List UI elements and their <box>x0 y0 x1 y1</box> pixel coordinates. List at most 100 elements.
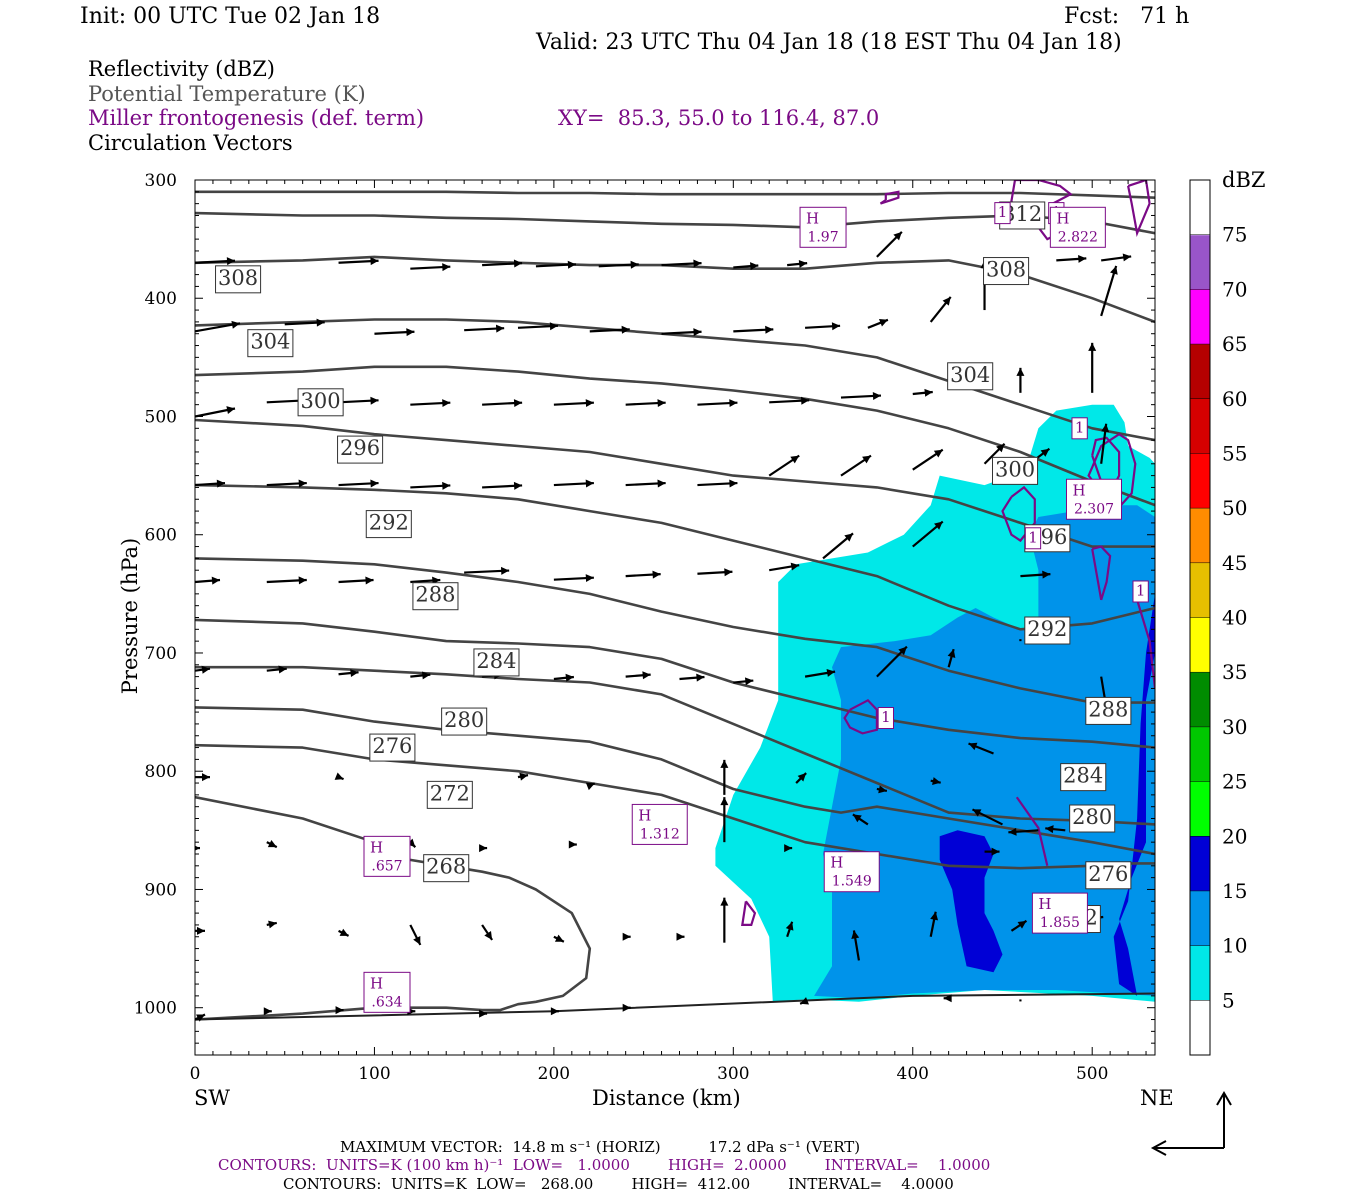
circulation-vector <box>697 568 733 577</box>
circulation-vector <box>1100 423 1110 464</box>
vector-head <box>933 449 943 458</box>
colorbar-label: 20 <box>1222 824 1247 848</box>
circulation-vector <box>195 773 210 782</box>
theta-label-box <box>423 854 470 883</box>
circulation-vector <box>720 797 729 843</box>
circulation-vector <box>195 926 205 935</box>
circulation-vector <box>697 399 738 408</box>
theta-label-text: 284 <box>476 649 516 673</box>
xy-endpoints: XY= 85.3, 55.0 to 116.4, 87.0 <box>558 106 880 130</box>
circulation-vector <box>804 668 836 678</box>
fronto-label-text: 1 <box>998 203 1008 221</box>
fronto-high-symbol: H <box>370 974 383 992</box>
theta-label-text: 304 <box>250 330 290 354</box>
theta-label-text: 280 <box>444 708 484 732</box>
vector-head <box>622 1003 631 1012</box>
colorbar-swatch <box>1190 508 1210 563</box>
theta-label: 292 <box>1024 616 1071 645</box>
circulation-vector <box>553 574 594 583</box>
y-tick-label: 800 <box>145 762 177 782</box>
theta-contour-268 <box>195 795 592 1021</box>
colorbar-swatch <box>1190 289 1210 345</box>
circulation-vector <box>266 479 307 488</box>
fronto-label-box <box>994 202 1011 225</box>
fronto-high-symbol: H <box>370 838 383 856</box>
circulation-vector <box>1101 253 1132 262</box>
circulation-vector <box>785 921 794 938</box>
vector-head <box>943 994 952 1003</box>
circulation-vector <box>768 454 800 477</box>
circulation-vector <box>852 813 869 826</box>
vector-head <box>693 259 702 268</box>
vector-head <box>996 443 1005 453</box>
fronto-contour <box>741 900 757 926</box>
circulation-vector <box>195 845 200 851</box>
theta-contour-284 <box>195 618 1155 749</box>
theta-label-text: 292 <box>369 511 409 535</box>
circulation-vector <box>984 847 1000 856</box>
vector-head <box>585 782 595 791</box>
colorbar-swatch <box>1190 726 1210 782</box>
colorbar-swatch <box>1190 781 1210 837</box>
circulation-vector <box>338 396 379 405</box>
theta-label-box <box>369 733 416 762</box>
colorbar-label: 15 <box>1222 879 1247 903</box>
circulation-vector <box>1010 919 1028 932</box>
vector-head <box>720 897 729 906</box>
circulation-vector <box>585 782 596 791</box>
circulation-vector <box>912 520 944 548</box>
circulation-vector <box>195 257 236 266</box>
vector-head <box>316 318 325 327</box>
colorbar-swatch <box>1190 945 1210 1001</box>
theta-label: 284 <box>1060 763 1107 792</box>
circulation-vector <box>625 570 661 579</box>
circulation-vector <box>464 566 510 575</box>
theta-label-box <box>473 648 520 677</box>
vector-head <box>844 533 854 542</box>
vector-head <box>790 562 800 571</box>
fronto-label: 1 <box>1132 580 1149 603</box>
circulation-vector <box>876 645 908 678</box>
theta-label-box <box>215 265 262 294</box>
circulation-vector <box>410 399 451 408</box>
circulation-vector <box>840 391 882 400</box>
fronto-high-value: 1.312 <box>640 826 680 842</box>
vector-head <box>724 568 733 577</box>
fronto-high-value: 1.549 <box>832 874 872 890</box>
circulation-vector <box>943 994 952 1003</box>
circulation-vector <box>195 665 211 674</box>
vector-head <box>872 391 881 400</box>
vector-head <box>278 665 287 674</box>
colorbar-swatch <box>1190 890 1210 946</box>
init-time: Init: 00 UTC Tue 02 Jan 18 <box>80 4 381 29</box>
vector-head <box>932 777 941 786</box>
y-axis-title: Pressure (hPa) <box>118 537 142 695</box>
vector-head <box>585 479 594 488</box>
circulation-vector <box>482 399 523 408</box>
theta-contour-304 <box>195 318 1155 442</box>
circulation-vector <box>409 924 422 946</box>
fronto-contour <box>1136 599 1155 689</box>
fronto-label: 1 <box>877 707 894 730</box>
vector-shaft <box>1100 265 1118 317</box>
fronto-contour <box>879 190 900 205</box>
vector-head <box>350 669 359 678</box>
circulation-vector <box>622 1003 631 1012</box>
theta-label-text: 288 <box>1088 697 1128 721</box>
theta-contour-280 <box>195 665 1155 826</box>
theta-label-text: 272 <box>430 781 470 805</box>
circulation-vector <box>769 562 800 572</box>
fronto-contour <box>843 698 878 735</box>
colorbar-swatch <box>1190 617 1210 673</box>
vector-head <box>1101 423 1110 433</box>
colorbar-swatch <box>1190 344 1210 399</box>
vector-head <box>942 296 951 306</box>
fronto-label: 1 <box>1024 527 1042 550</box>
vector-head <box>642 671 651 680</box>
vector-head <box>585 574 594 583</box>
circulation-vector <box>553 479 594 488</box>
circulation-vector <box>410 481 451 490</box>
vector-head <box>298 479 307 488</box>
theta-label: 276 <box>1085 861 1132 890</box>
